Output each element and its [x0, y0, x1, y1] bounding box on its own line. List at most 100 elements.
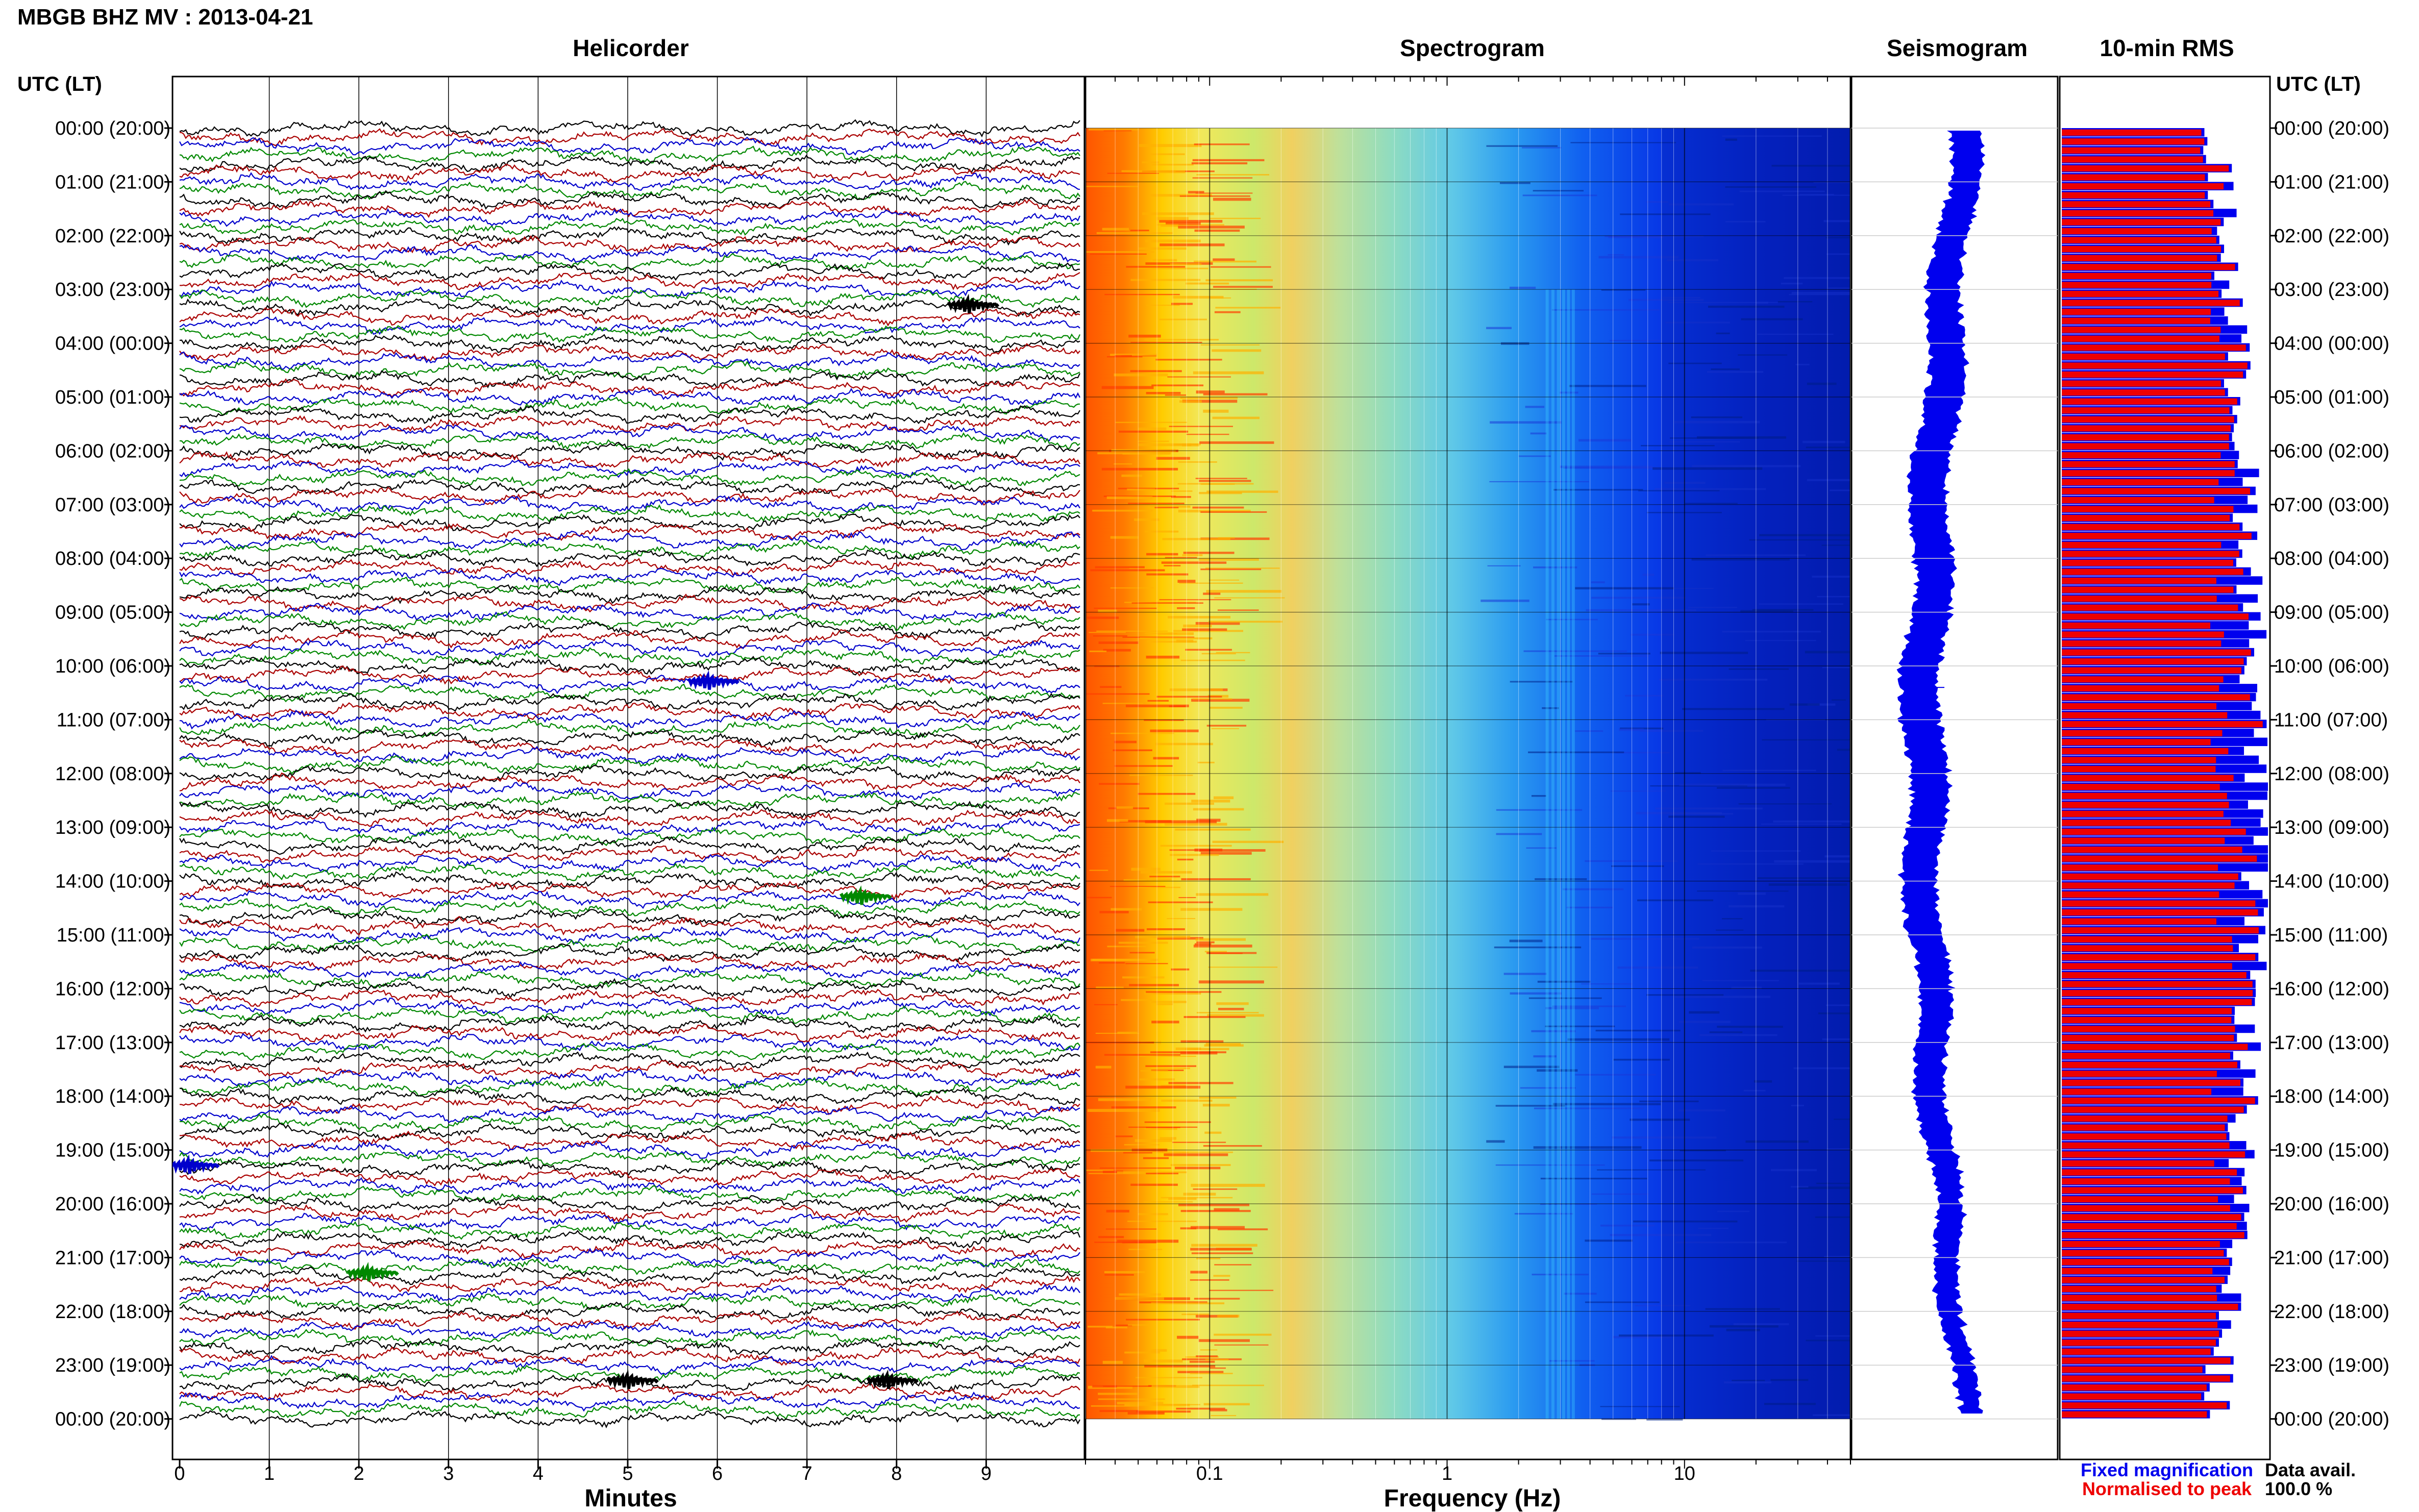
helicorder-trace [179, 272, 1080, 290]
spectrogram-streak [1198, 1339, 1250, 1342]
spectrogram-streak [1100, 686, 1122, 688]
spectrogram-streak [1180, 1051, 1218, 1055]
spectrogram-streak [1215, 307, 1281, 309]
helicorder-trace [179, 854, 1080, 873]
rms-bar-normalised [2062, 201, 2211, 208]
rms-bar-normalised [2062, 1124, 2225, 1131]
helicorder-trace [179, 629, 1080, 649]
rms-bar-normalised [2062, 1312, 2216, 1319]
spectrogram-streak [1670, 813, 1733, 815]
helicorder-trace [179, 1185, 1080, 1205]
rms-title: 10-min RMS [2100, 35, 2234, 61]
spectrogram-streak [1146, 991, 1222, 993]
spectrogram-streak [1147, 640, 1197, 643]
rms-bar-normalised [2062, 1411, 2207, 1418]
time-label-right: 09:00 (05:00) [2274, 602, 2389, 624]
spectrogram-streak [1197, 761, 1215, 763]
spectrogram-streak [1175, 828, 1251, 831]
spectrogram-streak [1826, 1148, 1850, 1150]
spectrogram-streak [1490, 421, 1562, 424]
seismogram-title: Seismogram [1887, 35, 2028, 61]
rms-bar-normalised [2062, 1178, 2230, 1185]
spectrogram-streak [1815, 1335, 1850, 1337]
helicorder-panel: 0 1 2 3 4 5 6 7 8 9 [171, 76, 1085, 1484]
spectrogram-streak [1115, 1135, 1133, 1137]
rms-bar-normalised [2062, 954, 2256, 961]
spectrogram-streak [1725, 186, 1816, 188]
helicorder-trace [179, 845, 1080, 864]
spectrogram-streak [1731, 986, 1762, 989]
rms-bar-normalised [2062, 1259, 2229, 1266]
spectrogram-streak [1212, 416, 1260, 419]
spectrogram-streak [1181, 878, 1251, 881]
rms-bar-normalised [2062, 676, 2224, 683]
spectrogram-streak [1127, 1412, 1165, 1415]
spectrogram-streak [1110, 354, 1157, 356]
spectrogram-streak [1803, 440, 1845, 443]
spectrogram-streak [1195, 478, 1247, 479]
spectrogram-streak [1095, 566, 1145, 568]
spectrogram-streak [1102, 1360, 1123, 1364]
spectrogram-streak [1764, 1403, 1816, 1405]
spectrogram-streak [1585, 860, 1678, 862]
spectrogram-streak [1151, 1385, 1200, 1388]
spectrogram-streak [1118, 430, 1189, 433]
spectrogram-streak [1213, 796, 1234, 800]
spectrogram-streak [1717, 1210, 1749, 1212]
rms-bar-normalised [2062, 739, 2211, 746]
spectrogram-streak [1211, 297, 1231, 299]
spectrogram-streak [1167, 376, 1231, 378]
spectrogram-streak [1598, 653, 1650, 655]
spectrogram-streak [1487, 565, 1521, 566]
spectrogram-streak [1218, 537, 1235, 539]
rms-bar-normalised [2062, 649, 2251, 656]
time-label-right: 00:00 (20:00) [2274, 118, 2389, 139]
spectrogram-streak [1151, 1001, 1187, 1003]
spectrogram-streak [1179, 582, 1243, 584]
helicorder-trace [179, 1212, 1080, 1231]
helicorder-trace [179, 567, 1080, 586]
helicorder-xlabel: Minutes [584, 1485, 677, 1512]
spectrogram-streak [1191, 1244, 1257, 1247]
spectrogram-streak [1702, 980, 1779, 982]
spectrogram-streak [1134, 518, 1159, 521]
spectrogram-streak [1195, 938, 1246, 941]
spectrogram-streak [1722, 631, 1821, 633]
spectrogram-streak [1191, 1183, 1265, 1187]
spectrogram-streak [1146, 655, 1180, 659]
spectrogram-streak [1171, 968, 1190, 971]
spectrogram-streak [1722, 918, 1743, 920]
spectrogram-streak [1122, 976, 1165, 979]
spectrogram-streak [1181, 1313, 1210, 1316]
time-label-right: 22:00 (18:00) [2274, 1301, 2389, 1323]
spectrogram-streak [1640, 730, 1704, 732]
spectrogram-streak [1126, 1319, 1200, 1321]
spectrogram-streak [1659, 678, 1768, 681]
spectrogram-streak [1211, 266, 1271, 268]
rms-bar-normalised [2062, 596, 2217, 602]
rms-bar-normalised [2062, 219, 2221, 226]
spectrogram-streak [1668, 302, 1778, 304]
spectrogram-streak [1144, 1365, 1216, 1368]
spectrogram-streak [1144, 719, 1184, 721]
rms-bar-normalised [2062, 416, 2234, 423]
spectrogram-streak [1601, 289, 1646, 291]
spectrogram-streak [1211, 728, 1239, 729]
spectrogram-streak [1522, 147, 1562, 148]
spectrogram-streak [1638, 490, 1720, 491]
helicorder-trace [179, 1042, 1080, 1061]
helicorder-trace [179, 1014, 1080, 1034]
spectrogram-streak [1806, 1340, 1850, 1342]
helicorder-trace [179, 539, 1080, 559]
spectrogram-streak [1085, 186, 1138, 187]
helicorder-trace [179, 970, 1080, 988]
spectrogram-streak [1156, 1068, 1190, 1070]
helicorder-event [840, 885, 892, 905]
helicorder-trace [179, 441, 1080, 461]
spectrogram-streak [1122, 636, 1195, 638]
spectrogram-streak [1130, 279, 1201, 281]
data-avail-label: Data avail. [2265, 1459, 2356, 1480]
helicorder-trace [179, 871, 1080, 890]
helicorder-trace [179, 531, 1080, 551]
spectrogram-streak [1501, 342, 1529, 345]
